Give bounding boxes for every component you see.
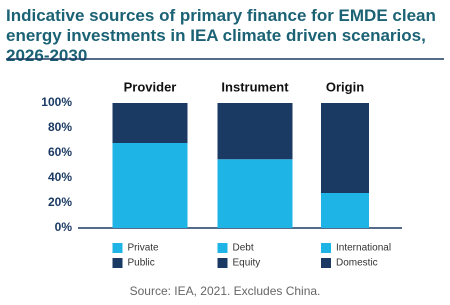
y-tick-label: 100%: [41, 95, 72, 109]
category-label: Provider: [124, 79, 177, 94]
legend-swatch: [217, 258, 228, 268]
y-tick-label: 60%: [48, 145, 72, 159]
legend-label: International: [336, 243, 391, 254]
legend-swatch: [112, 243, 123, 253]
legend-label: Public: [128, 258, 155, 269]
bar-segment: [217, 159, 293, 228]
legend-swatch: [321, 258, 331, 268]
y-tick-label: 0%: [55, 220, 73, 234]
bar-segment: [112, 103, 188, 143]
y-tick-label: 80%: [48, 120, 72, 134]
chart-title: Indicative sources of primary finance fo…: [6, 6, 436, 65]
source-note: Source: IEA, 2021. Excludes China.: [130, 284, 321, 298]
legend-swatch: [112, 258, 123, 268]
bar-segment: [217, 103, 293, 160]
legend-swatch: [321, 243, 331, 253]
legend-label: Domestic: [336, 258, 378, 269]
bar-segment: [321, 193, 369, 228]
bar-segment: [321, 103, 369, 193]
y-tick-label: 40%: [48, 170, 72, 184]
bar-segment: [112, 143, 188, 228]
legend-label: Private: [128, 243, 160, 254]
legend-label: Debt: [233, 243, 254, 254]
y-tick-label: 20%: [48, 195, 72, 209]
category-label: Instrument: [221, 79, 289, 94]
category-label: Origin: [326, 79, 364, 94]
legend-swatch: [217, 243, 228, 253]
legend-label: Equity: [233, 258, 261, 269]
